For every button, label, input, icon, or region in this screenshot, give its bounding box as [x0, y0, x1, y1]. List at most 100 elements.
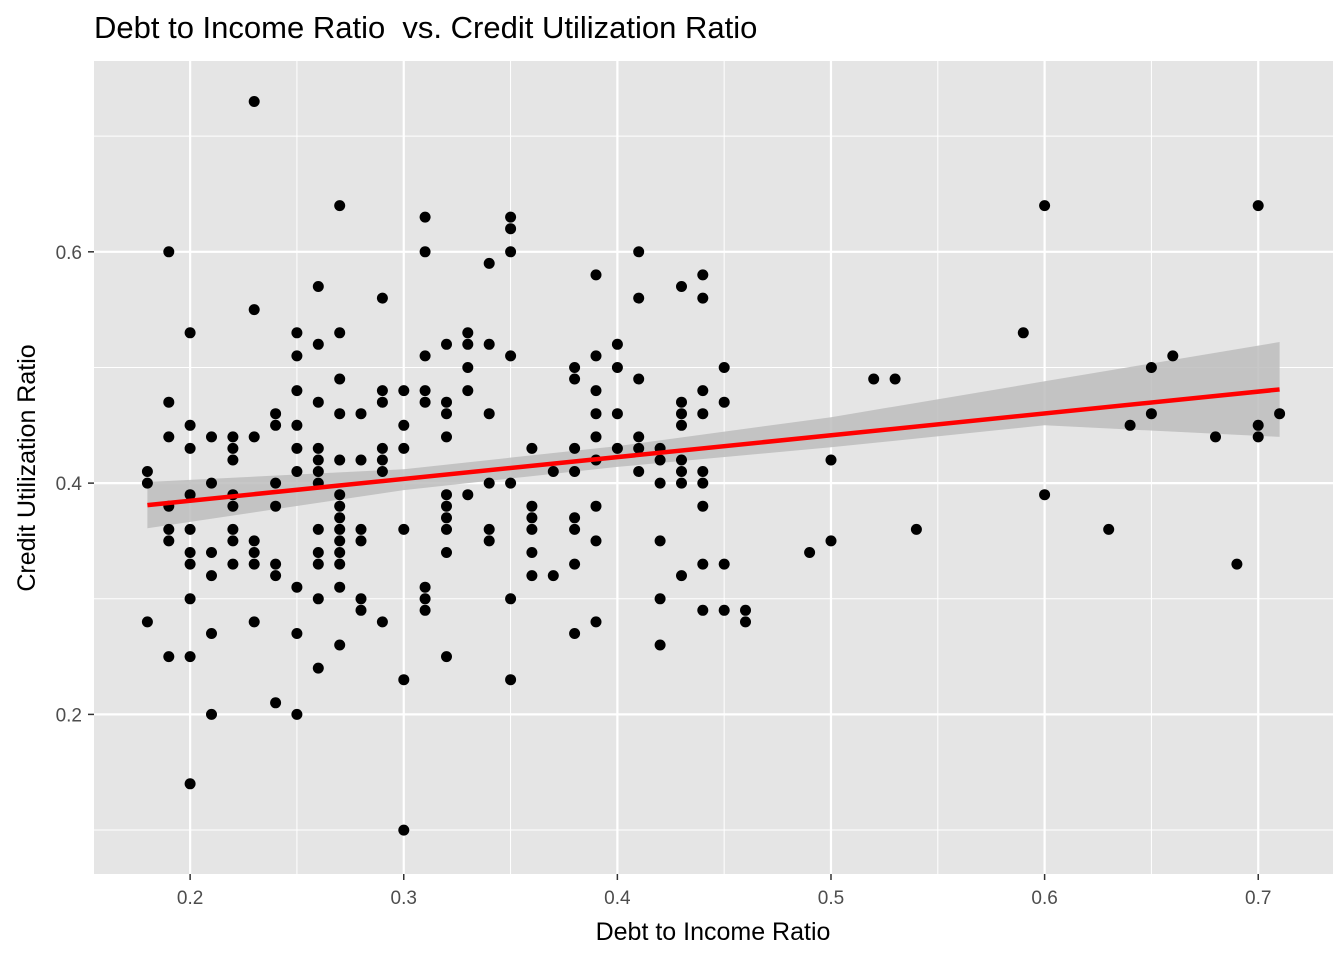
data-point [1210, 431, 1221, 443]
data-point [569, 558, 581, 570]
data-point [462, 338, 474, 350]
data-point [206, 547, 217, 558]
data-point [398, 442, 410, 454]
data-point [291, 327, 303, 339]
data-point [248, 431, 260, 443]
data-point [376, 454, 388, 466]
data-point [206, 431, 217, 443]
data-point [526, 523, 538, 535]
data-point [163, 431, 175, 443]
data-point [270, 408, 282, 420]
data-point [376, 292, 388, 304]
data-point [526, 442, 538, 454]
data-point [312, 454, 324, 466]
data-point [633, 466, 645, 477]
data-point [184, 651, 196, 663]
data-point [505, 246, 517, 258]
data-point [291, 385, 303, 397]
data-point [419, 593, 431, 605]
data-point [441, 408, 452, 420]
data-point [334, 500, 346, 512]
data-point [419, 396, 431, 408]
data-point [334, 547, 346, 558]
data-point [376, 466, 388, 477]
data-point [184, 593, 196, 605]
data-point [654, 477, 666, 489]
data-point [526, 500, 538, 512]
data-point [206, 628, 217, 639]
data-point [355, 604, 367, 616]
data-point [398, 523, 410, 535]
data-point [334, 489, 346, 501]
data-point [483, 477, 495, 489]
data-point [419, 211, 431, 223]
data-point [291, 628, 303, 639]
data-point [334, 558, 346, 570]
data-point [718, 396, 730, 408]
data-point [718, 604, 730, 616]
data-point [206, 708, 217, 720]
data-point [206, 570, 217, 582]
data-point [483, 535, 495, 547]
x-tick-label: 0.4 [604, 888, 631, 909]
data-point [505, 223, 517, 235]
data-point [291, 708, 303, 720]
data-point [505, 350, 517, 362]
data-point [312, 281, 324, 292]
data-point [270, 570, 282, 582]
x-tick-label: 0.2 [177, 888, 203, 909]
data-point [1231, 558, 1243, 570]
data-point [697, 558, 709, 570]
data-point [291, 466, 303, 477]
data-point [163, 523, 175, 535]
data-point [312, 558, 324, 570]
data-point [505, 674, 517, 686]
data-point [163, 246, 175, 258]
data-point [505, 477, 517, 489]
data-point [676, 477, 687, 489]
data-point [1167, 350, 1179, 362]
data-point [462, 362, 474, 373]
data-point [889, 373, 901, 385]
x-tick-label: 0.3 [391, 888, 417, 909]
data-point [676, 408, 687, 420]
data-point [611, 408, 623, 420]
data-point [590, 385, 602, 397]
data-point [676, 454, 687, 466]
data-point [334, 373, 346, 385]
data-point [697, 466, 709, 477]
data-point [398, 385, 410, 397]
data-point [526, 512, 538, 524]
data-point [462, 327, 474, 339]
data-point [697, 408, 709, 420]
data-point [547, 466, 559, 477]
data-point [184, 419, 196, 431]
data-point [248, 547, 260, 558]
data-point [441, 500, 452, 512]
axes: 0.2 0.3 0.4 0.5 0.6 0.7 0.2 0.4 0.6 [56, 243, 1272, 909]
data-point [312, 396, 324, 408]
data-point [312, 593, 324, 605]
x-tick-label: 0.5 [818, 888, 844, 909]
data-point [697, 385, 709, 397]
data-point [1017, 327, 1029, 339]
data-point [718, 558, 730, 570]
x-axis-title: Debt to Income Ratio [596, 918, 831, 946]
data-point [312, 523, 324, 535]
data-point [483, 257, 495, 269]
data-point [227, 454, 239, 466]
data-point [676, 466, 687, 477]
data-point [334, 200, 346, 212]
data-point [441, 431, 452, 443]
data-point [270, 500, 282, 512]
data-point [419, 246, 431, 258]
data-point [419, 581, 431, 593]
data-point [441, 523, 452, 535]
data-point [291, 442, 303, 454]
data-point [611, 338, 623, 350]
data-point [654, 639, 666, 651]
data-point [1145, 408, 1157, 420]
data-point [441, 396, 452, 408]
data-point [483, 338, 495, 350]
data-point [676, 419, 687, 431]
